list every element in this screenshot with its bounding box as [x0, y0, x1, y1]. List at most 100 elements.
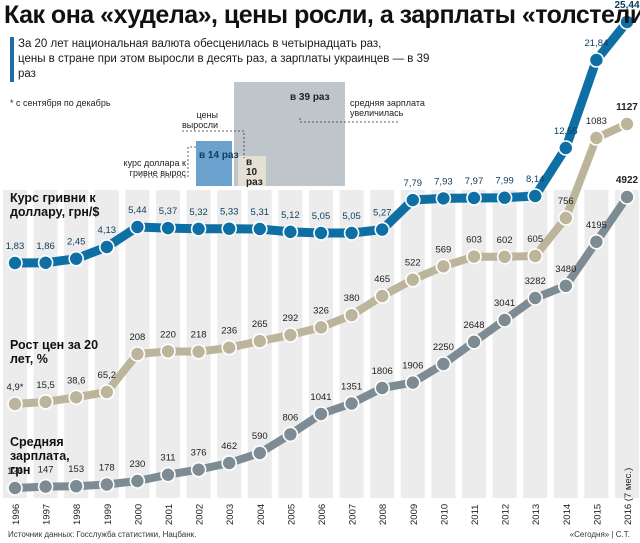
exchange-value-label: 5,05: [312, 211, 331, 222]
exchange-value-label: 7,93: [434, 176, 453, 187]
exchange-point: [619, 14, 635, 30]
exchange-value-label: 5,33: [220, 207, 239, 218]
salary-point: [37, 478, 54, 495]
year-column: [370, 190, 395, 498]
prices-point: [557, 210, 574, 226]
x-tick-label: 2004: [256, 504, 267, 525]
x-tick-label: 2014: [562, 504, 573, 525]
prices-point: [619, 116, 635, 132]
page-title: Как она «худела», цены росли, а зарплаты…: [4, 1, 640, 29]
exchange-value-label: 1,86: [36, 241, 55, 252]
salary-inset-value: в 39 раз: [290, 92, 330, 103]
prices-inset-value: в: [246, 157, 252, 168]
salary-value-label: 3041: [494, 298, 515, 309]
x-tick-label: 2013: [531, 504, 542, 525]
exchange-value-label: 5,12: [281, 210, 300, 221]
prices-value-label: 756: [558, 196, 574, 207]
salary-point: [435, 356, 452, 372]
exchange-value-label: 5,05: [342, 211, 361, 222]
salary-leader-line: [299, 118, 398, 123]
exchange-point: [588, 52, 605, 68]
x-tick-label: 2007: [348, 504, 359, 525]
year-column: [431, 190, 456, 498]
x-tick-label: 2012: [501, 504, 512, 525]
prices-point: [7, 396, 23, 412]
prices-point: [527, 248, 544, 264]
salary-value-label: 230: [129, 459, 145, 470]
prices-value-label: 15,5: [36, 380, 55, 391]
salary-value-label: 178: [99, 463, 115, 474]
salary-value-label: 3282: [525, 276, 546, 287]
prices-point: [313, 319, 329, 336]
x-tick-label: 2005: [286, 504, 297, 525]
exchange-point: [496, 189, 513, 206]
x-tick-label: 2016 (7 мес.): [623, 468, 634, 525]
dollar-inset-value: в 14 раз: [199, 150, 239, 161]
x-tick-label: 2008: [378, 504, 389, 525]
prices-inset-label: цены: [197, 110, 219, 120]
year-column: [33, 190, 58, 498]
salary-value-label: 1806: [372, 366, 393, 377]
exchange-value-label: 4,13: [98, 225, 117, 236]
prices-inset-value: 10: [246, 167, 258, 178]
year-column: [125, 190, 150, 498]
exchange-point: [466, 190, 482, 206]
x-tick-label: 2006: [317, 504, 328, 525]
exchange-value-label: 5,37: [159, 206, 178, 217]
salary-point: [557, 278, 574, 294]
exchange-point: [557, 140, 574, 156]
prices-value-label: 220: [160, 329, 176, 340]
subtitle-line-1: За 20 лет национальная валюта обесценила…: [10, 37, 430, 52]
exchange-point: [374, 221, 391, 238]
prices-inset-value: раз: [246, 177, 263, 188]
salary-value-label: 126: [7, 466, 23, 477]
year-column: [3, 190, 27, 498]
prices-point: [190, 343, 207, 360]
x-tick-label: 2003: [225, 504, 236, 525]
exchange-point: [251, 221, 268, 237]
salary-point: [251, 445, 268, 461]
salary-point: [190, 461, 207, 478]
prices-value-label: 603: [466, 235, 482, 246]
exchange-value-label: 1,83: [6, 241, 25, 252]
exchange-value-label: 25,44: [614, 0, 639, 11]
prices-value-label: 208: [129, 332, 145, 343]
prices-value-label: 65,2: [98, 370, 117, 381]
salary-value-label: 147: [38, 465, 54, 476]
salary-point: [313, 406, 329, 422]
x-tick-label: 1997: [42, 504, 53, 525]
prices-point: [404, 271, 421, 288]
exchange-point: [160, 220, 176, 236]
year-column: [64, 190, 89, 498]
prices-value-label: 380: [344, 293, 360, 304]
prices-point: [68, 389, 84, 406]
prices-value-label: 1127: [616, 102, 638, 113]
salary-point: [374, 380, 391, 396]
dollar-growth-box: [196, 141, 232, 186]
prices-value-label: 218: [191, 330, 207, 341]
exchange-point: [282, 224, 299, 240]
salary-value-label: 2250: [433, 342, 454, 353]
year-column: [492, 190, 517, 498]
subtitle-line-2: цены в стране при этом выросли в десять …: [10, 52, 430, 82]
prices-value-label: 602: [497, 235, 513, 246]
prices-point: [37, 394, 54, 410]
salary-point: [588, 233, 605, 250]
salary-point: [404, 374, 421, 391]
prices-point: [129, 346, 146, 362]
year-column: [309, 190, 333, 498]
exchange-value-label: 21,84: [585, 38, 609, 49]
salary-series-label: Средняя зарплата, грн: [10, 435, 70, 477]
salary-point: [619, 189, 635, 205]
salary-point: [343, 395, 360, 412]
salary-point: [99, 476, 115, 493]
exchange-point: [7, 255, 23, 271]
salary-inset-label: увеличилась: [350, 108, 404, 118]
prices-value-label: 1083: [586, 116, 607, 127]
prices-value-label: 236: [221, 326, 237, 337]
salary-point: [527, 290, 544, 306]
prices-leader-line: [182, 130, 245, 158]
salary-value-label: 1351: [341, 381, 362, 392]
prices-point: [435, 258, 452, 275]
